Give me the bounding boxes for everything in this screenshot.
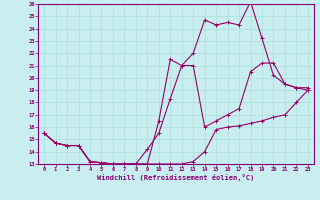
X-axis label: Windchill (Refroidissement éolien,°C): Windchill (Refroidissement éolien,°C)	[97, 174, 255, 181]
